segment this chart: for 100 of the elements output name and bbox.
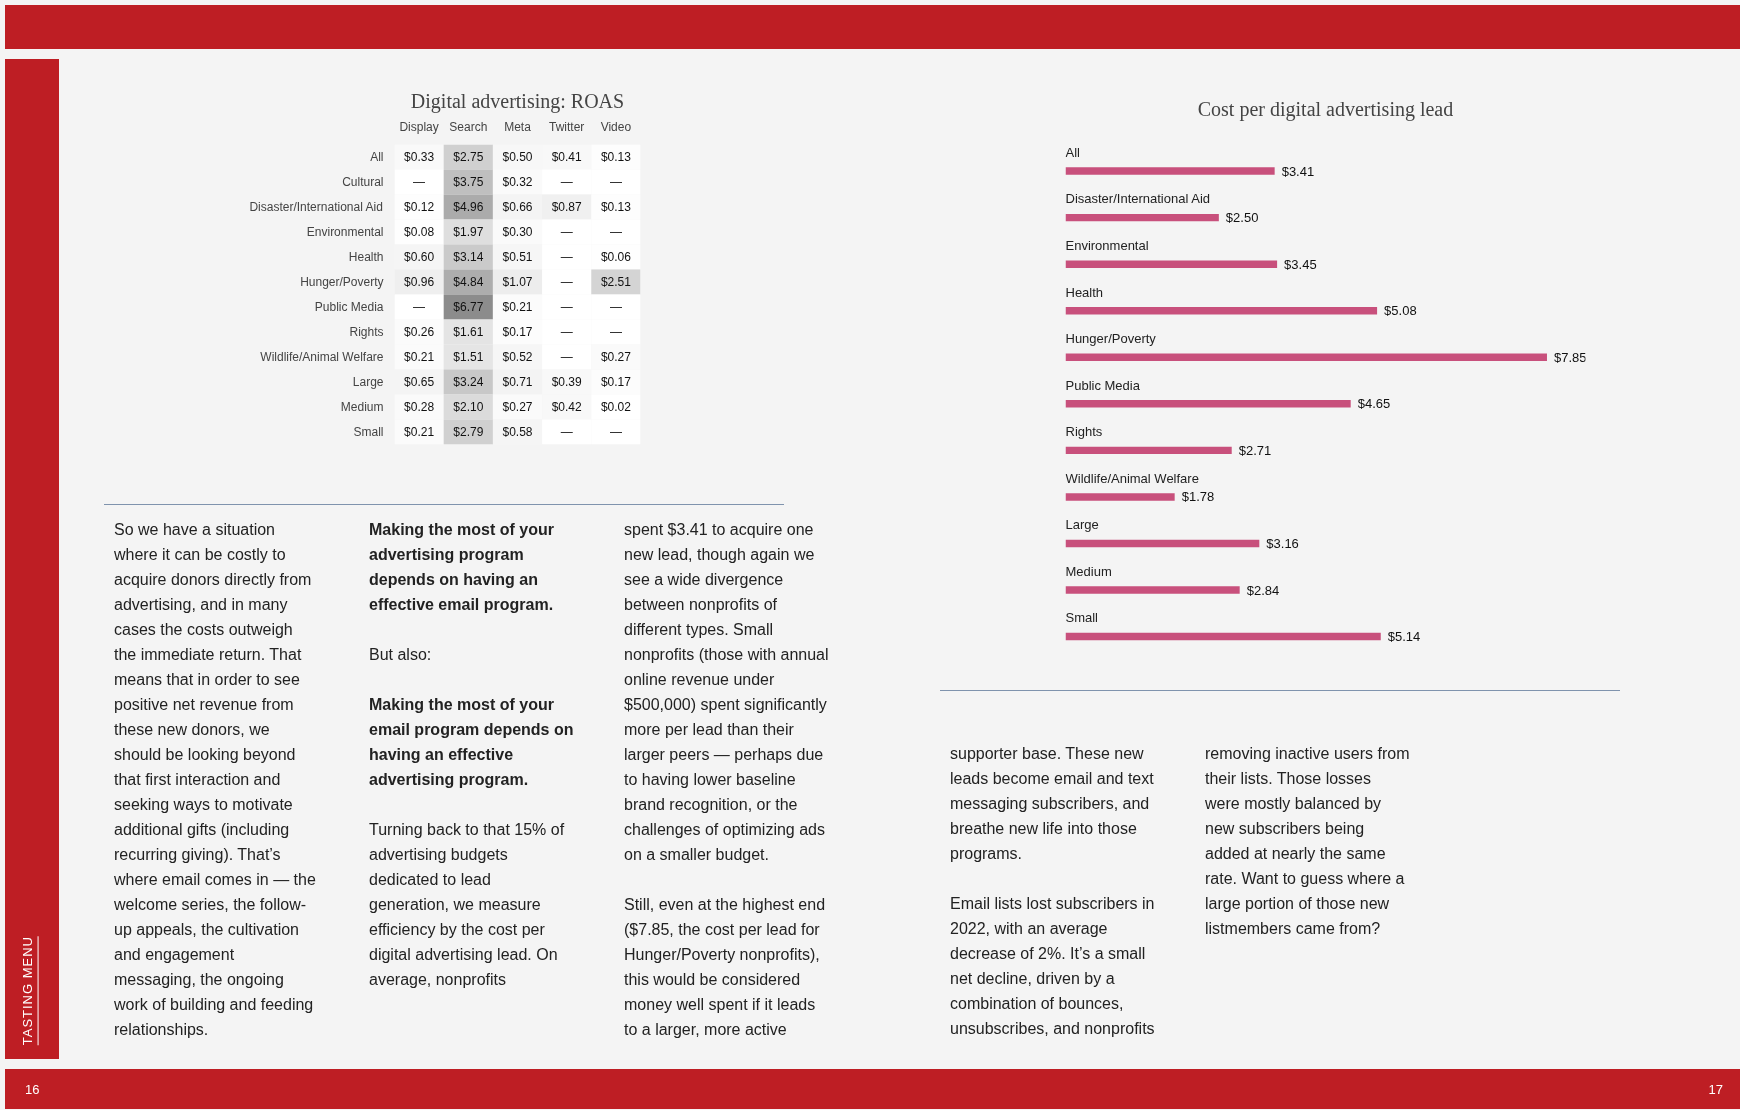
y-tick-label: Disaster/International Aid bbox=[1065, 191, 1211, 207]
x-tick-label: Search bbox=[449, 119, 488, 134]
text: — bbox=[560, 350, 573, 364]
data-label: $1.97 bbox=[453, 225, 484, 239]
text: — bbox=[609, 325, 622, 339]
data-label: $3.14 bbox=[453, 250, 484, 264]
data-label: $2.84 bbox=[1246, 582, 1280, 598]
data-label: $0.71 bbox=[502, 375, 533, 389]
data-label: $0.32 bbox=[502, 175, 533, 189]
data-label: $0.17 bbox=[600, 375, 632, 389]
x-tick-label: Display bbox=[399, 119, 439, 134]
data-label: $0.21 bbox=[404, 350, 435, 364]
text: — bbox=[560, 275, 573, 289]
data-label: $1.51 bbox=[453, 350, 484, 364]
y-tick-label: Wildlife/Animal Welfare bbox=[1065, 470, 1199, 486]
data-label: $0.13 bbox=[600, 150, 632, 164]
text: Making the most of your advertising program depends on having an effective email program. bbox=[369, 520, 555, 615]
x-tick-label: Twitter bbox=[549, 119, 585, 134]
data-label: $0.60 bbox=[404, 250, 435, 264]
text: spent $3.41 to acquire one new lead, though again we see a wide divergence between nonprofits of different types. Small nonprofits (those with annual online revenue under $500,000) spent significantly more per lead than their larger peers — perhaps due to having lower baseline brand recognition, or the challenges of optimizing ads on a smaller budget. bbox=[624, 521, 829, 863]
bar bbox=[1065, 586, 1240, 594]
y-tick-label: Hunger/Poverty bbox=[300, 275, 384, 289]
page-frame-bottom: 16 17 bbox=[5, 1069, 1740, 1109]
data-label: $3.75 bbox=[453, 175, 484, 189]
data-label: $3.41 bbox=[1281, 163, 1315, 179]
data-label: $0.51 bbox=[502, 250, 533, 264]
data-label: $1.07 bbox=[502, 275, 533, 289]
y-tick-label: Medium bbox=[1065, 563, 1112, 579]
text: — bbox=[609, 225, 622, 239]
text: — bbox=[560, 250, 573, 264]
data-label: $0.06 bbox=[600, 250, 632, 264]
text: Turning back to that 15% of advertising budgets dedicated to lead generation, we measure efficiency by the cost per digital advertising lead. On average, nonprofits bbox=[369, 820, 566, 990]
text: Still, even at the highest end ($7.85, the cost per lead for Hunger/Poverty nonprofits), this would be considered money well spent if it leads to a larger, more active bbox=[624, 895, 827, 1040]
bar bbox=[1065, 306, 1378, 315]
data-label: $3.45 bbox=[1284, 256, 1317, 272]
y-tick-label: Environmental bbox=[306, 225, 384, 239]
bar bbox=[1065, 493, 1175, 501]
data-label: $4.84 bbox=[453, 275, 484, 289]
data-label: $2.51 bbox=[600, 275, 632, 289]
data-label: $0.27 bbox=[502, 400, 533, 414]
data-label: $7.85 bbox=[1553, 349, 1587, 365]
text: — bbox=[609, 300, 622, 314]
text: removing inactive users from their lists. Those losses were mostly balanced by new subscribers being added at nearly the same rate. Want to guess where a large portion of those new listmembers came from? bbox=[1205, 744, 1410, 939]
y-tick-label: All bbox=[1065, 144, 1081, 160]
text: — bbox=[413, 175, 426, 189]
y-tick-label: Small bbox=[1065, 610, 1099, 626]
text: Making the most of your email program depends on having an effective advertising program. bbox=[369, 695, 574, 790]
data-label: $5.14 bbox=[1387, 629, 1421, 645]
data-label: $0.87 bbox=[551, 200, 583, 214]
y-tick-label: Large bbox=[1065, 517, 1099, 533]
data-label: $2.10 bbox=[453, 400, 484, 414]
y-tick-label: Small bbox=[353, 425, 384, 439]
text: TASTING MENU bbox=[19, 935, 39, 1045]
x-tick-label: Video bbox=[600, 119, 632, 134]
bar bbox=[1065, 260, 1278, 268]
text: But also: bbox=[369, 645, 433, 665]
data-label: $2.71 bbox=[1238, 442, 1272, 458]
data-label: $0.17 bbox=[502, 325, 533, 339]
chart-title: Cost per digital advertising lead bbox=[1197, 97, 1454, 121]
data-label: $0.21 bbox=[404, 425, 435, 439]
data-label: $0.58 bbox=[502, 425, 533, 439]
y-tick-label: Health bbox=[1065, 284, 1104, 300]
y-tick-label: Medium bbox=[340, 400, 384, 414]
data-label: $0.12 bbox=[404, 200, 435, 214]
data-label: $0.66 bbox=[502, 200, 533, 214]
data-label: $0.02 bbox=[600, 400, 632, 414]
text: — bbox=[413, 300, 426, 314]
text: — bbox=[560, 225, 573, 239]
data-label: $3.16 bbox=[1266, 535, 1299, 551]
data-label: $0.13 bbox=[600, 200, 632, 214]
data-label: $0.26 bbox=[404, 325, 435, 339]
data-label: $0.42 bbox=[551, 400, 583, 414]
data-label: $1.78 bbox=[1181, 489, 1215, 505]
bar bbox=[1065, 446, 1232, 455]
data-label: $0.39 bbox=[551, 375, 583, 389]
data-label: $0.41 bbox=[551, 150, 583, 164]
bar bbox=[1065, 539, 1260, 548]
data-label: $0.96 bbox=[404, 275, 435, 289]
bar bbox=[1065, 400, 1351, 408]
text: — bbox=[609, 425, 622, 439]
text: — bbox=[609, 175, 622, 189]
text: — bbox=[560, 425, 573, 439]
y-tick-label: Public Media bbox=[314, 300, 384, 314]
y-tick-label: Rights bbox=[349, 325, 384, 339]
data-label: $4.96 bbox=[453, 200, 484, 214]
data-label: $0.52 bbox=[502, 350, 533, 364]
y-tick-label: Environmental bbox=[1065, 238, 1149, 254]
data-label: $6.77 bbox=[453, 300, 484, 314]
y-tick-label: Wildlife/Animal Welfare bbox=[260, 350, 384, 364]
y-tick-label: Hunger/Poverty bbox=[1065, 331, 1157, 347]
y-tick-label: Public Media bbox=[1065, 377, 1141, 393]
text: — bbox=[560, 325, 573, 339]
y-tick-label: Large bbox=[352, 375, 384, 389]
bar bbox=[1065, 213, 1219, 222]
data-label: $0.27 bbox=[600, 350, 632, 364]
data-label: $0.30 bbox=[502, 225, 533, 239]
data-label: $0.08 bbox=[404, 225, 435, 239]
data-label: $2.75 bbox=[453, 150, 484, 164]
text: Email lists lost subscribers in 2022, with an average decrease of 2%. It’s a small net decline, driven by a combination of bounces, unsubscribes, and nonprofits bbox=[950, 894, 1155, 1039]
data-label: $0.21 bbox=[502, 300, 533, 314]
